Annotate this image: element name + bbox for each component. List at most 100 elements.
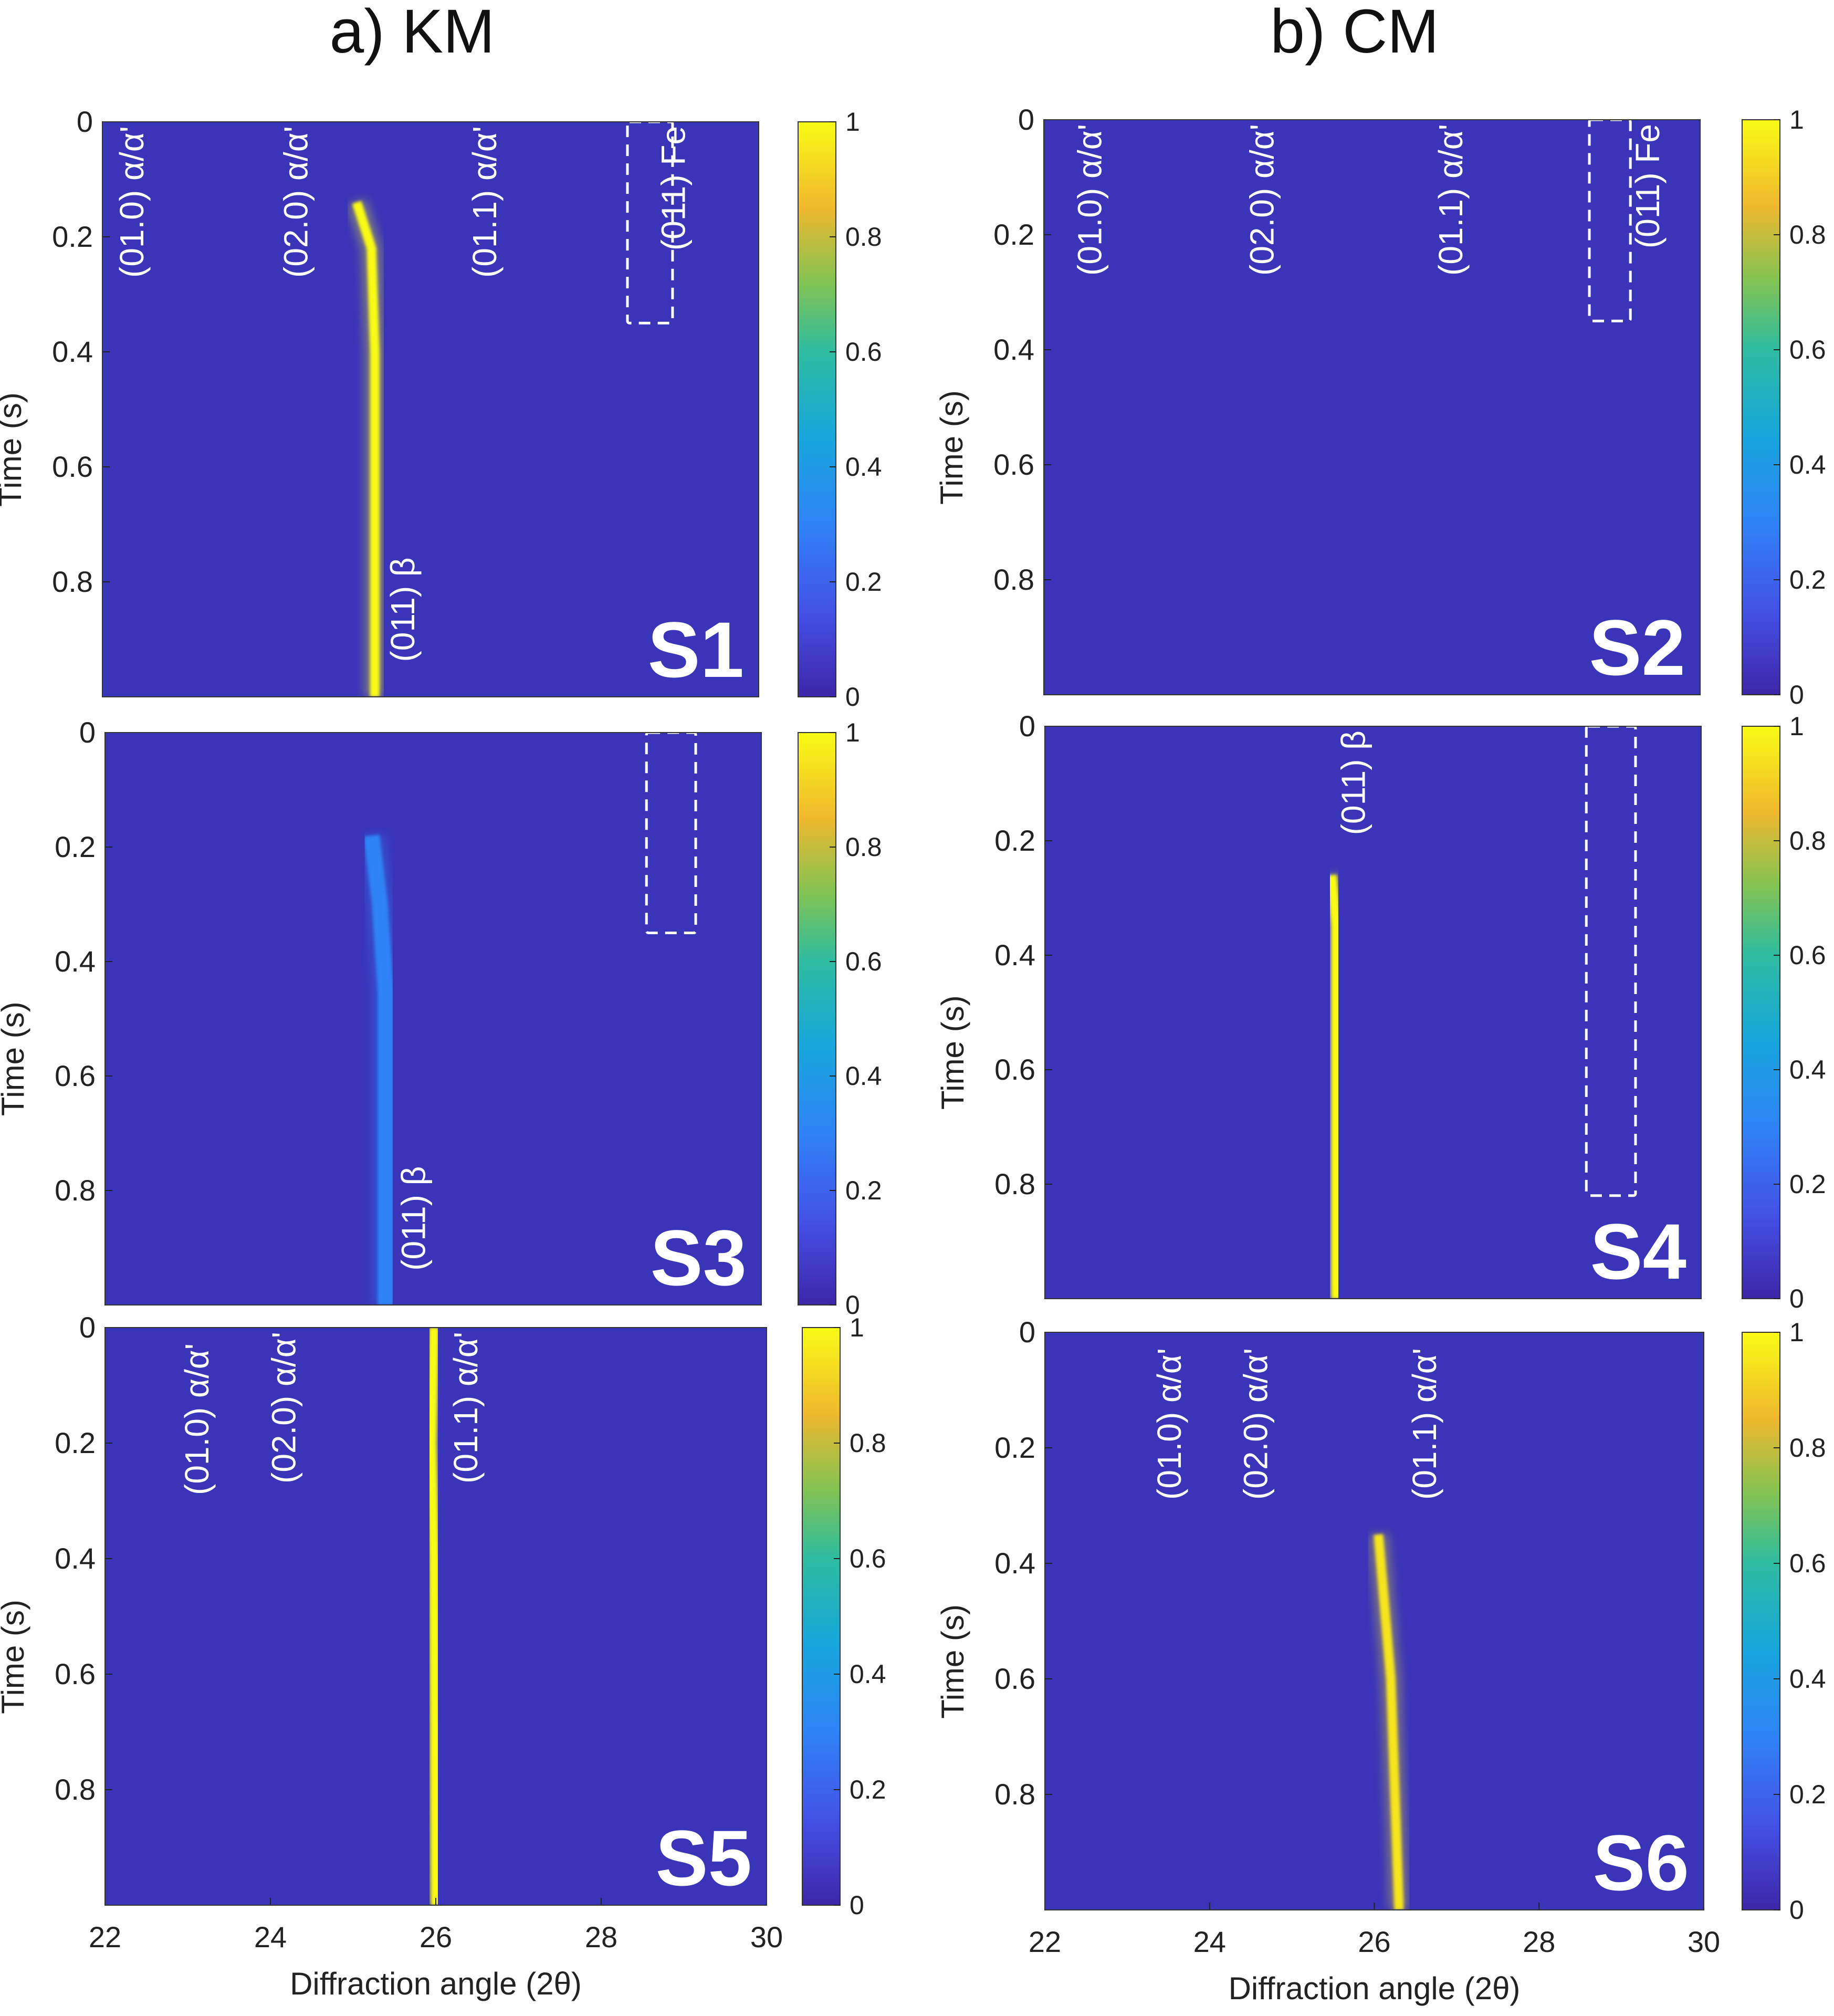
y-tick-label: 0.2 bbox=[55, 1426, 96, 1459]
colorbar-tick-label: 0 bbox=[1789, 1895, 1804, 1925]
colorbar-tick-label: 0 bbox=[1789, 1284, 1804, 1313]
y-tick-label: 0 bbox=[1018, 103, 1034, 136]
peak-label: (011) Fe bbox=[654, 126, 692, 250]
heatmap-traces bbox=[165, 733, 676, 1305]
peak-label: (011) β bbox=[384, 557, 422, 662]
y-tick-label: 0.4 bbox=[52, 335, 93, 368]
heatmap-traces bbox=[1114, 1332, 1409, 1910]
y-tick-label: 0.6 bbox=[993, 448, 1034, 481]
y-axis-title: Time (s) bbox=[0, 1600, 30, 1714]
peak-label: (011) β bbox=[1334, 730, 1372, 835]
x-axis-title: Diffraction angle (2θ) bbox=[290, 1966, 582, 2001]
column-title-km: a) KM bbox=[330, 0, 495, 66]
colorbar-tick-label: 0.2 bbox=[850, 1775, 886, 1804]
colorbar-tick-label: 0 bbox=[845, 682, 860, 712]
colorbar-tick-label: 0.2 bbox=[845, 567, 882, 597]
colorbar-tick-label: 0.4 bbox=[845, 452, 882, 482]
colorbar bbox=[798, 732, 836, 1305]
peak-label: (01.1) α/α' bbox=[1406, 1348, 1443, 1500]
panel-s2: (01.0) α/α' (02.0) α/α' (01.1) α/α' (011) F… bbox=[934, 103, 1826, 709]
peak-label: (01.0) α/α' bbox=[178, 1343, 216, 1495]
x-tick-label: 28 bbox=[585, 1920, 617, 1954]
y-tick-label: 0.2 bbox=[994, 824, 1035, 857]
x-tick-label: 26 bbox=[420, 1920, 452, 1954]
colorbar-tick-label: 0.8 bbox=[845, 832, 882, 862]
x-tick-label: 30 bbox=[750, 1920, 783, 1954]
sample-label: S5 bbox=[656, 1814, 752, 1902]
heatmap-traces bbox=[1118, 726, 1620, 1299]
heatmap-traces bbox=[1113, 120, 1619, 695]
y-tick-label: 0.2 bbox=[993, 218, 1034, 251]
colorbar-tick-label: 0.4 bbox=[850, 1659, 886, 1689]
diffraction-trace bbox=[352, 201, 380, 697]
heatmap-traces bbox=[154, 1328, 446, 1905]
axes-frame bbox=[1043, 119, 1701, 695]
colorbar-tick-label: 0 bbox=[850, 1890, 864, 1920]
colorbar-tick-label: 1 bbox=[1789, 105, 1804, 134]
sample-label: S2 bbox=[1589, 603, 1685, 692]
y-tick-label: 0.4 bbox=[55, 945, 96, 978]
y-axis-title: Time (s) bbox=[935, 1604, 970, 1719]
diffraction-trace bbox=[1374, 1534, 1404, 1910]
panel-s6: (01.0) α/α' (02.0) α/α' (01.1) α/α' S6 0 0.2 0… bbox=[935, 1315, 1826, 2006]
peak-label: (02.0) α/α' bbox=[277, 126, 315, 278]
y-tick-label: 0.4 bbox=[993, 333, 1034, 366]
x-tick-label: 28 bbox=[1523, 1925, 1555, 1958]
y-axis-title: Time (s) bbox=[935, 995, 970, 1110]
colorbar-tick-label: 0.2 bbox=[845, 1176, 882, 1205]
colorbar bbox=[1742, 119, 1780, 695]
y-tick-label: 0.2 bbox=[55, 830, 96, 863]
sample-label: S4 bbox=[1590, 1207, 1686, 1296]
peak-label: (01.1) α/α' bbox=[466, 126, 504, 278]
colorbar bbox=[798, 121, 836, 697]
colorbar-tick-label: 0.6 bbox=[845, 337, 882, 367]
colorbar-tick-label: 0.8 bbox=[1789, 1433, 1826, 1463]
y-tick-label: 0 bbox=[79, 1311, 96, 1344]
colorbar-tick-label: 1 bbox=[1789, 712, 1804, 741]
diffraction-trace bbox=[1327, 874, 1341, 1299]
peak-label: (011) β bbox=[394, 1166, 432, 1271]
sample-label: S1 bbox=[648, 605, 744, 694]
colorbar-tick-label: 1 bbox=[850, 1313, 864, 1342]
y-axis-title: Time (s) bbox=[934, 390, 969, 505]
colorbar-tick-label: 0.2 bbox=[1789, 1169, 1826, 1199]
colorbar-tick-label: 0.6 bbox=[845, 947, 882, 976]
colorbar-tick-label: 0.8 bbox=[850, 1428, 886, 1458]
heatmap-background bbox=[105, 733, 761, 1305]
colorbar-tick-label: 0 bbox=[1789, 680, 1804, 709]
axes-frame bbox=[102, 121, 759, 697]
y-tick-label: 0.8 bbox=[994, 1167, 1035, 1200]
diffraction-trace bbox=[427, 1328, 441, 1905]
colorbar-tick-label: 0.6 bbox=[1789, 941, 1826, 970]
sample-label: S6 bbox=[1593, 1819, 1689, 1907]
y-axis-title: Time (s) bbox=[0, 392, 28, 507]
x-axis-title: Diffraction angle (2θ) bbox=[1229, 1971, 1521, 2006]
colorbar-tick-label: 0.8 bbox=[1789, 826, 1826, 855]
sample-label: S3 bbox=[651, 1214, 747, 1302]
peak-label: (01.0) α/α' bbox=[1071, 124, 1108, 276]
peak-label: (01.1) α/α' bbox=[1432, 124, 1470, 276]
y-tick-label: 0.6 bbox=[52, 450, 93, 483]
panel-s4: (011) β S4 0 0.2 0.4 0.6 0.8 Time (s) 0 0.2 0.4 0.6… bbox=[935, 709, 1826, 1313]
y-tick-label: 0 bbox=[1019, 1315, 1035, 1349]
y-tick-label: 0.4 bbox=[55, 1542, 96, 1575]
y-tick-label: 0 bbox=[1019, 709, 1035, 743]
y-tick-label: 0.4 bbox=[994, 1547, 1035, 1580]
x-tick-label: 24 bbox=[254, 1920, 287, 1954]
colorbar-tick-label: 0.8 bbox=[1789, 220, 1826, 249]
x-tick-label: 22 bbox=[89, 1920, 121, 1954]
x-tick-label: 30 bbox=[1688, 1925, 1720, 1958]
panel-s3: (011) β S3 0 0.2 0.4 0.6 0.8 Time (s) 0 0.2 0.4 0.6… bbox=[0, 716, 882, 1320]
axes-frame bbox=[104, 732, 762, 1305]
colorbar bbox=[1742, 1332, 1780, 1910]
x-tick-label: 24 bbox=[1193, 1925, 1226, 1958]
y-tick-label: 0.6 bbox=[994, 1662, 1035, 1695]
colorbar-tick-label: 0.8 bbox=[845, 222, 882, 252]
panel-s1: (01.0) α/α' (02.0) α/α' (01.1) α/α' (011) F… bbox=[0, 105, 882, 712]
colorbar-tick-label: 0.4 bbox=[845, 1061, 882, 1091]
y-tick-label: 0.6 bbox=[55, 1059, 96, 1092]
y-tick-label: 0.8 bbox=[994, 1778, 1035, 1811]
heatmap-traces bbox=[159, 122, 662, 697]
